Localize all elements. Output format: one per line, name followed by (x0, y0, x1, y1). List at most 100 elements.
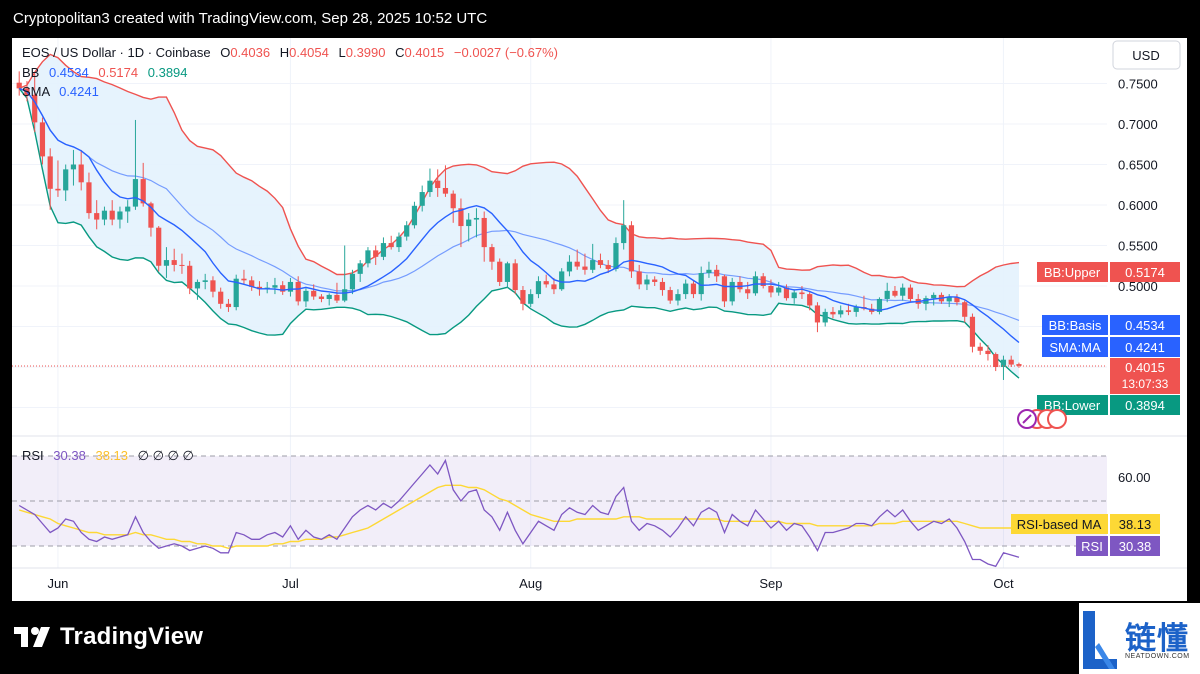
rsi-tag: RSI 30.38 (1076, 536, 1160, 556)
time-axis[interactable]: Jun Jul Aug Sep Oct (12, 567, 1187, 591)
candle-body (39, 122, 46, 157)
price-axis[interactable]: 0.7500 0.7000 0.6500 0.6000 0.5500 0.5000 (1118, 77, 1158, 295)
candle-body (776, 287, 782, 293)
candle (551, 277, 557, 295)
candle-body (900, 287, 906, 296)
candle-body (156, 227, 162, 266)
candle (326, 293, 332, 306)
candle (427, 168, 433, 197)
candle-body (574, 261, 580, 267)
candle (613, 237, 619, 272)
candle (388, 235, 394, 250)
candle (535, 276, 542, 299)
candle-body (249, 280, 255, 287)
candle (714, 264, 720, 282)
candle (365, 247, 371, 268)
candle-body (388, 243, 394, 248)
candle-body (187, 265, 193, 289)
candle-body (962, 302, 968, 317)
candle-body (783, 287, 790, 299)
candle-body (489, 247, 495, 262)
candle (47, 148, 53, 210)
candle (156, 226, 162, 272)
candle (814, 302, 821, 333)
candle (636, 264, 642, 290)
candle (760, 273, 766, 289)
candle-body (303, 290, 309, 302)
countdown-timer: 13:07:33 (1122, 377, 1169, 391)
candle (194, 279, 201, 300)
candle (659, 277, 666, 296)
candle-body (605, 264, 611, 269)
candle-body (101, 210, 108, 220)
bb-basis-tag-name: BB:Basis (1049, 318, 1102, 333)
candle (559, 268, 565, 291)
candle-body (752, 276, 759, 294)
candle (218, 287, 224, 309)
candle-body (830, 311, 836, 315)
candle-body (16, 82, 22, 89)
candle-body (63, 169, 69, 191)
candle (396, 232, 402, 252)
candle-body (698, 273, 704, 295)
candle-body (884, 290, 890, 299)
candle (272, 277, 278, 295)
price-tick-label: 0.7000 (1118, 117, 1158, 132)
candle-body (543, 281, 549, 285)
candle-body (233, 278, 239, 308)
candle-body (458, 208, 464, 227)
candle (698, 266, 704, 301)
price-chart[interactable]: EOS / US Dollar · 1D · Coinbase O0.4036 … (12, 38, 1187, 601)
chart-panel[interactable]: EOS / US Dollar · 1D · Coinbase O0.4036 … (12, 38, 1187, 601)
candle (504, 261, 511, 288)
candle (233, 274, 239, 311)
open-label: O (220, 45, 230, 60)
last-price-value: 0.4015 (1125, 360, 1165, 375)
candle-body (876, 298, 883, 312)
candle-body (466, 219, 472, 227)
bb-legend-basis: 0.4534 (49, 65, 89, 80)
candle (109, 200, 115, 226)
candle-body (373, 250, 379, 257)
symbol-name: EOS / US Dollar · 1D · Coinbase (22, 45, 211, 60)
candle (900, 283, 906, 301)
candle-body (675, 294, 681, 301)
bb-upper-tag: BB:Upper 0.5174 (1037, 262, 1180, 282)
candle (907, 284, 914, 303)
low-value: 0.3990 (346, 45, 386, 60)
rsi-tag-name: RSI (1081, 539, 1103, 554)
candle-body (706, 269, 712, 274)
candle (1008, 355, 1014, 367)
candle (78, 149, 84, 191)
candle-body (931, 294, 937, 299)
candle (450, 190, 456, 223)
bb-upper-line (18, 53, 1020, 288)
candle-body (272, 285, 278, 288)
candle (892, 286, 898, 298)
candle-body (318, 296, 325, 299)
currency-button[interactable] (1112, 40, 1181, 70)
candle (349, 269, 356, 295)
candle (776, 281, 782, 296)
candle-body (721, 276, 728, 302)
candle (628, 221, 635, 278)
rsi-pane[interactable] (12, 455, 1107, 568)
events-icon[interactable] (1017, 409, 1067, 429)
candle (489, 243, 495, 270)
candle (675, 289, 681, 306)
candle (923, 295, 929, 311)
candle-body (357, 263, 363, 274)
candle-body (94, 213, 100, 220)
bb-legend-upper: 0.5174 (98, 65, 138, 80)
rsi-line (18, 458, 1020, 568)
candle-body (349, 273, 356, 290)
candle (822, 308, 828, 327)
tradingview-logo[interactable]: TradingView (14, 623, 203, 651)
bb-basis-tag: BB:Basis 0.4534 (1042, 315, 1180, 335)
candle-body (636, 271, 642, 285)
sma-legend: SMA 0.4241 (22, 84, 99, 99)
candle (721, 274, 728, 308)
sma-line-layer (18, 87, 1020, 344)
site-name-cn: 链懂 (1125, 621, 1189, 657)
candle (737, 276, 743, 293)
